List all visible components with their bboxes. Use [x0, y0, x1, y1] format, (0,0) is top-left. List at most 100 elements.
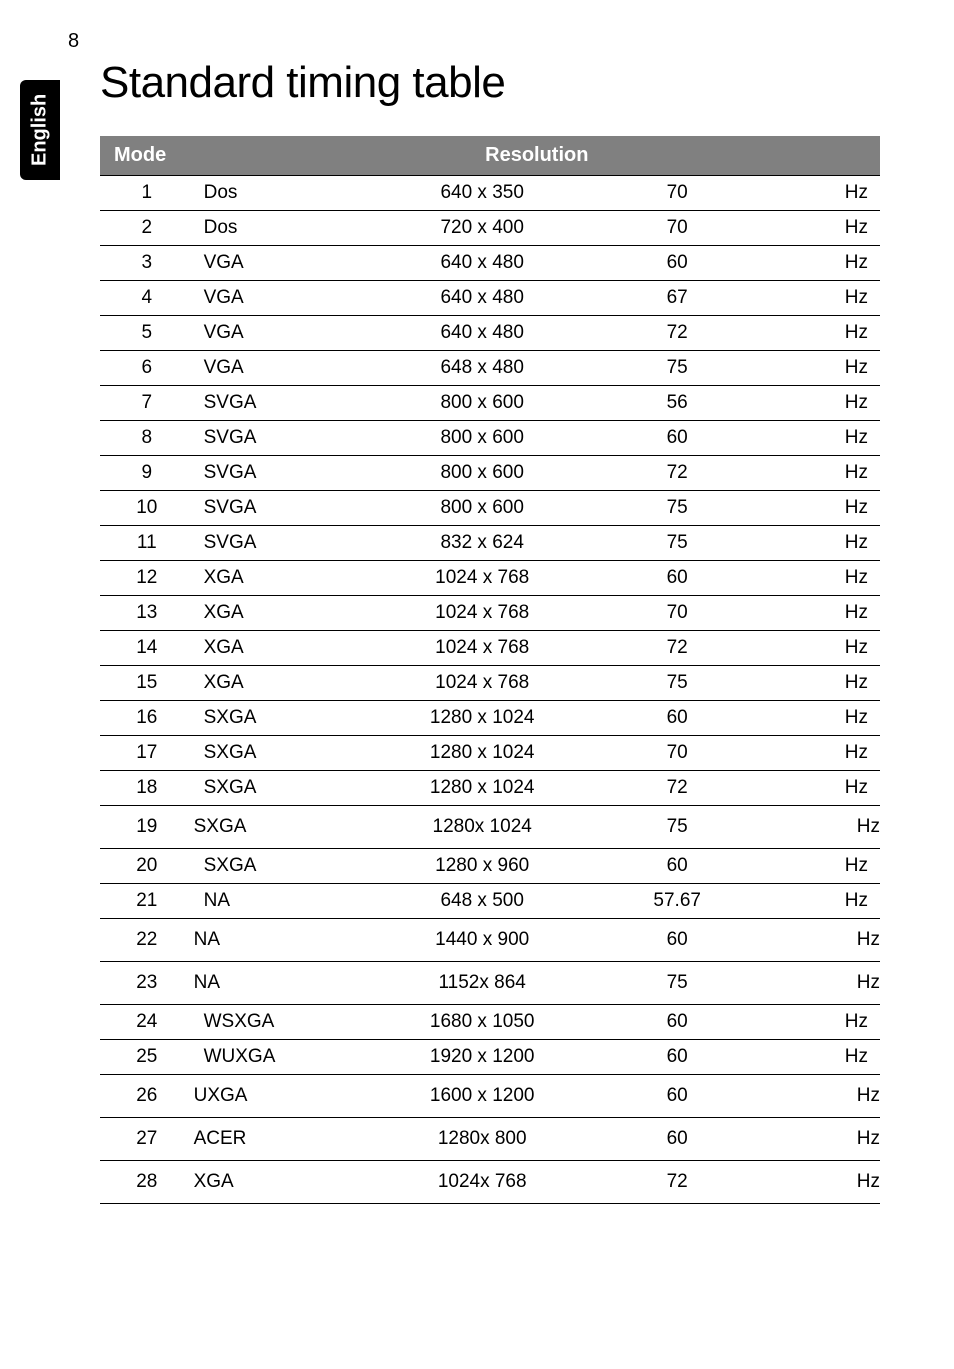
cell: Hz [755, 561, 880, 596]
table-row: 6VGA648 x 48075Hz [100, 351, 880, 386]
table-row: 8SVGA800 x 60060Hz [100, 421, 880, 456]
cell: 800 x 600 [365, 491, 599, 526]
cell: 75 [599, 962, 755, 1005]
cell: WSXGA [194, 1005, 366, 1040]
cell: VGA [194, 351, 366, 386]
col-resolution: Resolution [194, 136, 880, 176]
cell: 800 x 600 [365, 421, 599, 456]
table-row: 27ACER1280x 80060Hz [100, 1118, 880, 1161]
cell: 9 [100, 456, 194, 491]
cell: 1152x 864 [365, 962, 599, 1005]
cell: SVGA [194, 526, 366, 561]
table-row: 18SXGA1280 x 102472Hz [100, 771, 880, 806]
cell: 24 [100, 1005, 194, 1040]
cell: 720 x 400 [365, 211, 599, 246]
cell: 26 [100, 1075, 194, 1118]
cell: XGA [194, 561, 366, 596]
cell: Hz [755, 456, 880, 491]
cell: 60 [599, 919, 755, 962]
cell: 16 [100, 701, 194, 736]
cell: XGA [194, 666, 366, 701]
cell: 1024 x 768 [365, 561, 599, 596]
cell: 56 [599, 386, 755, 421]
cell: 6 [100, 351, 194, 386]
cell: 5 [100, 316, 194, 351]
table-row: 22NA1440 x 90060Hz [100, 919, 880, 962]
cell: 11 [100, 526, 194, 561]
cell: 800 x 600 [365, 456, 599, 491]
cell: Hz [755, 386, 880, 421]
table-row: 5VGA640 x 48072Hz [100, 316, 880, 351]
table-row: 7SVGA800 x 60056Hz [100, 386, 880, 421]
cell: Hz [755, 1161, 880, 1204]
table-row: 26UXGA1600 x 120060Hz [100, 1075, 880, 1118]
cell: SVGA [194, 491, 366, 526]
cell: Hz [755, 631, 880, 666]
table-row: 9SVGA800 x 60072Hz [100, 456, 880, 491]
cell: VGA [194, 281, 366, 316]
cell: 12 [100, 561, 194, 596]
cell: Hz [755, 666, 880, 701]
table-row: 13XGA1024 x 76870Hz [100, 596, 880, 631]
cell: 832 x 624 [365, 526, 599, 561]
page-title: Standard timing table [100, 58, 880, 108]
cell: 27 [100, 1118, 194, 1161]
cell: 22 [100, 919, 194, 962]
cell: 640 x 480 [365, 246, 599, 281]
cell: Hz [755, 596, 880, 631]
cell: SXGA [194, 736, 366, 771]
timing-table: Mode Resolution 1Dos640 x 35070Hz2Dos720… [100, 136, 880, 1204]
cell: Hz [755, 849, 880, 884]
cell: 57.67 [599, 884, 755, 919]
cell: 60 [599, 1118, 755, 1161]
table-row: 1Dos640 x 35070Hz [100, 176, 880, 211]
cell: 70 [599, 596, 755, 631]
cell: 70 [599, 176, 755, 211]
cell: SVGA [194, 456, 366, 491]
language-tab: English [20, 80, 60, 180]
cell: 18 [100, 771, 194, 806]
cell: 15 [100, 666, 194, 701]
cell: 1920 x 1200 [365, 1040, 599, 1075]
cell: 67 [599, 281, 755, 316]
cell: 648 x 500 [365, 884, 599, 919]
cell: 70 [599, 736, 755, 771]
table-row: 28XGA1024x 76872Hz [100, 1161, 880, 1204]
cell: Hz [755, 421, 880, 456]
cell: 70 [599, 211, 755, 246]
cell: XGA [194, 631, 366, 666]
cell: 1024 x 768 [365, 631, 599, 666]
cell: Hz [755, 771, 880, 806]
cell: Hz [755, 211, 880, 246]
cell: SXGA [194, 849, 366, 884]
cell: 800 x 600 [365, 386, 599, 421]
cell: 23 [100, 962, 194, 1005]
cell: NA [194, 962, 366, 1005]
cell: 60 [599, 1075, 755, 1118]
cell: 75 [599, 526, 755, 561]
table-row: 12XGA1024 x 76860Hz [100, 561, 880, 596]
cell: Hz [755, 1075, 880, 1118]
cell: 1280 x 1024 [365, 701, 599, 736]
table-row: 17SXGA1280 x 102470Hz [100, 736, 880, 771]
cell: 4 [100, 281, 194, 316]
cell: 1280 x 1024 [365, 736, 599, 771]
cell: 3 [100, 246, 194, 281]
cell: Hz [755, 919, 880, 962]
cell: Hz [755, 491, 880, 526]
cell: Hz [755, 526, 880, 561]
table-row: 10SVGA800 x 60075Hz [100, 491, 880, 526]
cell: 60 [599, 701, 755, 736]
cell: 75 [599, 806, 755, 849]
cell: 60 [599, 246, 755, 281]
cell: 60 [599, 421, 755, 456]
cell: 72 [599, 316, 755, 351]
cell: 75 [599, 666, 755, 701]
cell: Hz [755, 736, 880, 771]
cell: 10 [100, 491, 194, 526]
cell: 60 [599, 849, 755, 884]
cell: 72 [599, 771, 755, 806]
cell: XGA [194, 1161, 366, 1204]
cell: 1024x 768 [365, 1161, 599, 1204]
col-mode: Mode [100, 136, 194, 176]
